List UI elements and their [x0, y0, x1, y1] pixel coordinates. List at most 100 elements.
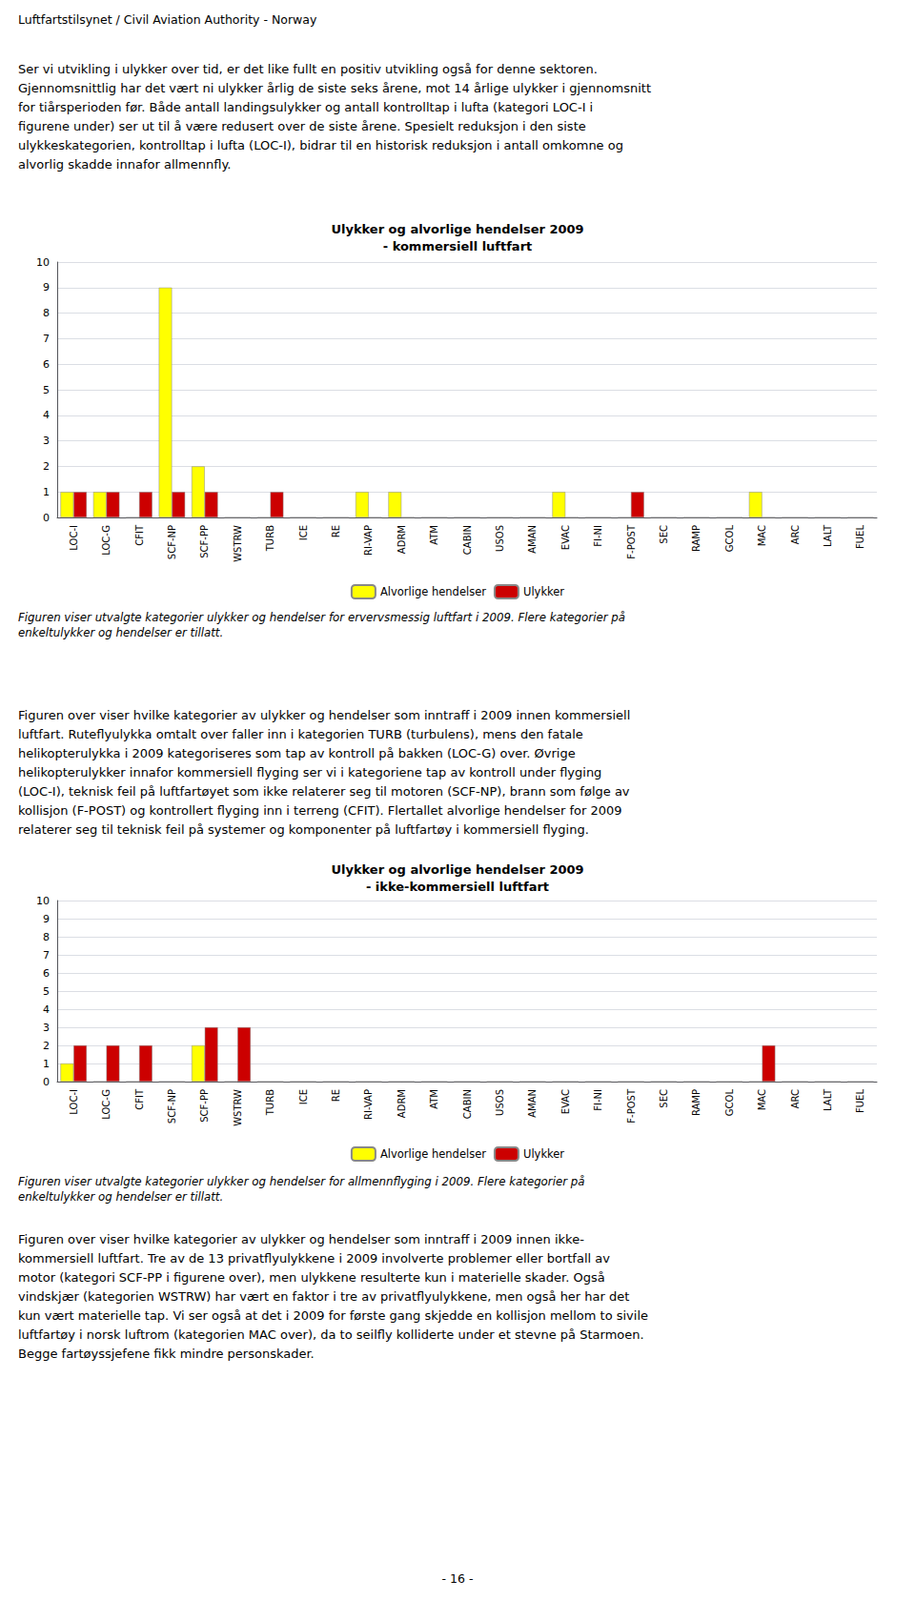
svg-text:helikopterulykka i 2009 katego: helikopterulykka i 2009 kategoriseres so…	[18, 746, 576, 761]
svg-text:2: 2	[42, 460, 50, 473]
svg-text:RAMP: RAMP	[691, 525, 702, 552]
svg-text:(LOC-I), teknisk feil på luftf: (LOC-I), teknisk feil på luftfartøyet so…	[18, 784, 631, 799]
svg-text:Figuren over viser hvilke kate: Figuren over viser hvilke kategorier av …	[18, 1232, 585, 1247]
svg-text:1: 1	[42, 1057, 50, 1071]
svg-text:SCF-PP: SCF-PP	[199, 525, 210, 559]
svg-text:FUEL: FUEL	[854, 1089, 866, 1114]
svg-text:CABIN: CABIN	[462, 1089, 473, 1119]
svg-text:Begge fartøyssjefene fikk mind: Begge fartøyssjefene fikk mindre persons…	[18, 1346, 315, 1362]
svg-text:RI-VAP: RI-VAP	[363, 1089, 374, 1120]
svg-text:Ulykker: Ulykker	[523, 1147, 565, 1161]
svg-text:SEC: SEC	[658, 525, 670, 545]
svg-text:figurene under) ser ut til å v: figurene under) ser ut til å være reduse…	[18, 119, 587, 134]
svg-text:9: 9	[42, 281, 50, 294]
svg-text:SCF-NP: SCF-NP	[166, 525, 178, 560]
svg-text:0: 0	[42, 1076, 50, 1089]
svg-text:ulykkeskategorien, kontrolltap: ulykkeskategorien, kontrolltap i lufta (…	[18, 138, 624, 153]
svg-text:FI-NI: FI-NI	[592, 525, 604, 548]
svg-text:FUEL: FUEL	[854, 525, 866, 549]
svg-text:ARC: ARC	[790, 1089, 801, 1109]
svg-text:F-POST: F-POST	[626, 524, 637, 560]
svg-text:AMAN: AMAN	[527, 1089, 538, 1119]
svg-text:CFIT: CFIT	[134, 524, 145, 547]
svg-text:MAC: MAC	[756, 525, 768, 547]
svg-text:kun vært materielle tap. Vi se: kun vært materielle tap. Vi ser også at …	[18, 1308, 649, 1323]
svg-text:Ulykker og alvorlige hendelser: Ulykker og alvorlige hendelser 2009	[330, 222, 584, 237]
svg-text:3: 3	[42, 434, 50, 448]
svg-text:helikopterulykker innafor komm: helikopterulykker innafor kommersiell fl…	[18, 765, 602, 780]
svg-text:kollisjon (F-POST) og kontroll: kollisjon (F-POST) og kontrollert flygin…	[18, 803, 623, 818]
svg-text:luftfartøy i norsk luftrom (ka: luftfartøy i norsk luftrom (kategorien M…	[18, 1327, 645, 1342]
svg-text:ATM: ATM	[428, 525, 440, 546]
svg-text:RAMP: RAMP	[691, 1089, 702, 1117]
svg-text:Gjennomsnittlig har det vært n: Gjennomsnittlig har det vært ni ulykker …	[18, 81, 651, 96]
svg-text:5: 5	[42, 384, 50, 397]
svg-text:alvorlig skadde innafor allmen: alvorlig skadde innafor allmennfly.	[18, 157, 231, 172]
svg-text:Figuren over viser hvilke kate: Figuren over viser hvilke kategorier av …	[18, 708, 631, 723]
svg-text:CABIN: CABIN	[462, 525, 473, 555]
svg-text:for tiårsperioden før. Både an: for tiårsperioden før. Både antall landi…	[18, 100, 593, 115]
svg-text:ATM: ATM	[428, 1089, 440, 1110]
svg-text:LALT: LALT	[822, 1088, 834, 1112]
svg-text:EVAC: EVAC	[560, 525, 571, 550]
svg-text:ADRM: ADRM	[396, 1089, 407, 1119]
svg-text:8: 8	[42, 931, 50, 944]
svg-text:CFIT: CFIT	[134, 1088, 145, 1111]
svg-text:Ser vi utvikling i ulykker ove: Ser vi utvikling i ulykker over tid, er …	[18, 61, 598, 77]
svg-text:10: 10	[36, 894, 50, 908]
svg-text:RE: RE	[330, 1089, 342, 1102]
svg-text:5: 5	[42, 985, 50, 998]
svg-text:kommersiell luftfart. Tre av d: kommersiell luftfart. Tre av de 13 priva…	[18, 1251, 610, 1266]
svg-text:- kommersiell luftfart: - kommersiell luftfart	[383, 239, 533, 254]
svg-text:Figuren viser utvalgte kategor: Figuren viser utvalgte kategorier ulykke…	[18, 610, 626, 625]
svg-text:8: 8	[42, 306, 50, 320]
svg-text:FI-NI: FI-NI	[592, 1089, 604, 1112]
svg-text:TURB: TURB	[264, 1089, 276, 1117]
svg-text:GCOL: GCOL	[724, 1089, 735, 1118]
svg-text:0: 0	[42, 511, 50, 525]
svg-text:6: 6	[42, 967, 50, 980]
svg-text:ARC: ARC	[790, 525, 801, 545]
svg-text:Alvorlige hendelser: Alvorlige hendelser	[380, 1147, 487, 1161]
svg-text:AMAN: AMAN	[527, 525, 538, 554]
svg-text:6: 6	[42, 358, 50, 371]
svg-text:luftfart. Ruteflyulykka omtalt: luftfart. Ruteflyulykka omtalt over fall…	[18, 727, 584, 742]
svg-text:SEC: SEC	[658, 1089, 670, 1109]
svg-text:Figuren viser utvalgte kategor: Figuren viser utvalgte kategorier ulykke…	[18, 1175, 586, 1189]
svg-text:10: 10	[36, 256, 50, 269]
svg-text:4: 4	[42, 1003, 50, 1017]
svg-text:LOC-G: LOC-G	[101, 1089, 112, 1120]
svg-text:1: 1	[42, 486, 50, 499]
svg-text:WSTRW: WSTRW	[232, 1089, 244, 1127]
svg-text:TURB: TURB	[264, 525, 276, 552]
svg-text:ADRM: ADRM	[396, 525, 407, 554]
svg-text:ICE: ICE	[298, 1089, 309, 1105]
svg-text:USOS: USOS	[494, 1089, 506, 1117]
svg-text:Ulykker: Ulykker	[523, 585, 565, 599]
svg-text:F-POST: F-POST	[626, 1088, 637, 1124]
svg-text:LALT: LALT	[822, 524, 834, 548]
svg-text:2: 2	[42, 1039, 50, 1053]
svg-text:USOS: USOS	[494, 525, 506, 552]
svg-text:SCF-NP: SCF-NP	[166, 1089, 178, 1124]
svg-text:relaterer seg til teknisk feil: relaterer seg til teknisk feil på system…	[18, 822, 590, 837]
svg-text:LOC-I: LOC-I	[68, 1089, 80, 1116]
svg-text:ICE: ICE	[298, 525, 309, 541]
svg-text:EVAC: EVAC	[560, 1089, 571, 1115]
svg-text:4: 4	[42, 408, 50, 422]
svg-text:MAC: MAC	[756, 1089, 768, 1111]
svg-text:- ikke-kommersiell luftfart: - ikke-kommersiell luftfart	[366, 879, 549, 895]
svg-text:enkeltulykker og hendelser er: enkeltulykker og hendelser er tillatt.	[18, 626, 224, 640]
svg-text:motor (kategori SCF-PP i figur: motor (kategori SCF-PP i figurene over),…	[18, 1270, 606, 1285]
svg-text:LOC-G: LOC-G	[101, 525, 112, 556]
svg-text:Luftfartstilsynet / Civil Avia: Luftfartstilsynet / Civil Aviation Autho…	[18, 12, 318, 27]
svg-text:7: 7	[42, 949, 50, 962]
svg-text:WSTRW: WSTRW	[232, 525, 244, 563]
svg-text:LOC-I: LOC-I	[68, 525, 80, 551]
svg-text:7: 7	[42, 332, 50, 346]
svg-text:9: 9	[42, 913, 50, 926]
svg-text:vindskjær (kategorien WSTRW) h: vindskjær (kategorien WSTRW) har vært en…	[18, 1289, 630, 1304]
svg-text:SCF-PP: SCF-PP	[199, 1089, 210, 1123]
svg-text:RE: RE	[330, 525, 342, 538]
svg-text:enkeltulykker og hendelser er: enkeltulykker og hendelser er tillatt.	[18, 1190, 224, 1204]
